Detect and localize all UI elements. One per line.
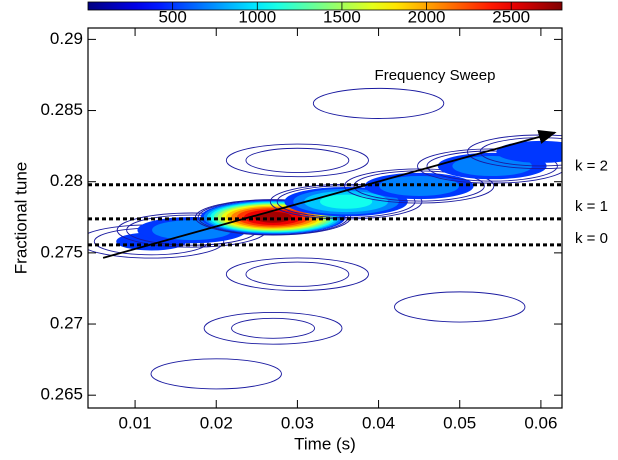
y-tick-label: 0.285 <box>40 100 83 119</box>
k-label: k = 0 <box>575 230 608 247</box>
contour-level <box>245 261 350 287</box>
plot-area <box>88 87 562 390</box>
colorbar-tick-label: 2000 <box>408 7 446 26</box>
colorbar-tick-label: 500 <box>158 7 186 26</box>
contour-level <box>394 291 526 323</box>
k-label: k = 1 <box>575 198 608 215</box>
x-tick-label: 0.02 <box>200 413 233 432</box>
contour-level <box>320 194 373 209</box>
y-tick-label: 0.29 <box>50 29 83 48</box>
contour-level <box>225 143 369 178</box>
x-axis-label: Time (s) <box>294 434 356 453</box>
contour-level <box>150 358 282 390</box>
contour-level <box>417 148 562 184</box>
colorbar <box>87 1 563 11</box>
contour-level <box>426 150 558 182</box>
y-tick-label: 0.28 <box>50 171 83 190</box>
y-tick-label: 0.275 <box>40 242 83 261</box>
contour-level <box>203 311 343 345</box>
contour-level <box>312 87 445 119</box>
y-axis-label: Fractional tune <box>11 162 30 274</box>
contour-level <box>245 147 350 173</box>
colorbar-tick-label: 2500 <box>492 7 530 26</box>
y-tick-label: 0.27 <box>50 314 83 333</box>
x-tick-label: 0.04 <box>362 413 395 432</box>
sweep-label: Frequency Sweep <box>375 67 496 84</box>
contour-level <box>276 185 416 218</box>
colorbar-tick-label: 1500 <box>323 7 361 26</box>
contour-level <box>231 317 316 339</box>
contour-level <box>269 183 423 220</box>
contour-level <box>343 168 495 204</box>
x-tick-label: 0.06 <box>524 413 557 432</box>
colorbar-tick-label: 1000 <box>238 7 276 26</box>
x-tick-label: 0.05 <box>443 413 476 432</box>
x-tick-label: 0.03 <box>281 413 314 432</box>
contour-level <box>225 257 369 291</box>
x-tick-label: 0.01 <box>119 413 152 432</box>
sweep-line <box>102 129 557 259</box>
k-label: k = 2 <box>575 158 608 175</box>
y-tick-label: 0.265 <box>40 385 83 404</box>
